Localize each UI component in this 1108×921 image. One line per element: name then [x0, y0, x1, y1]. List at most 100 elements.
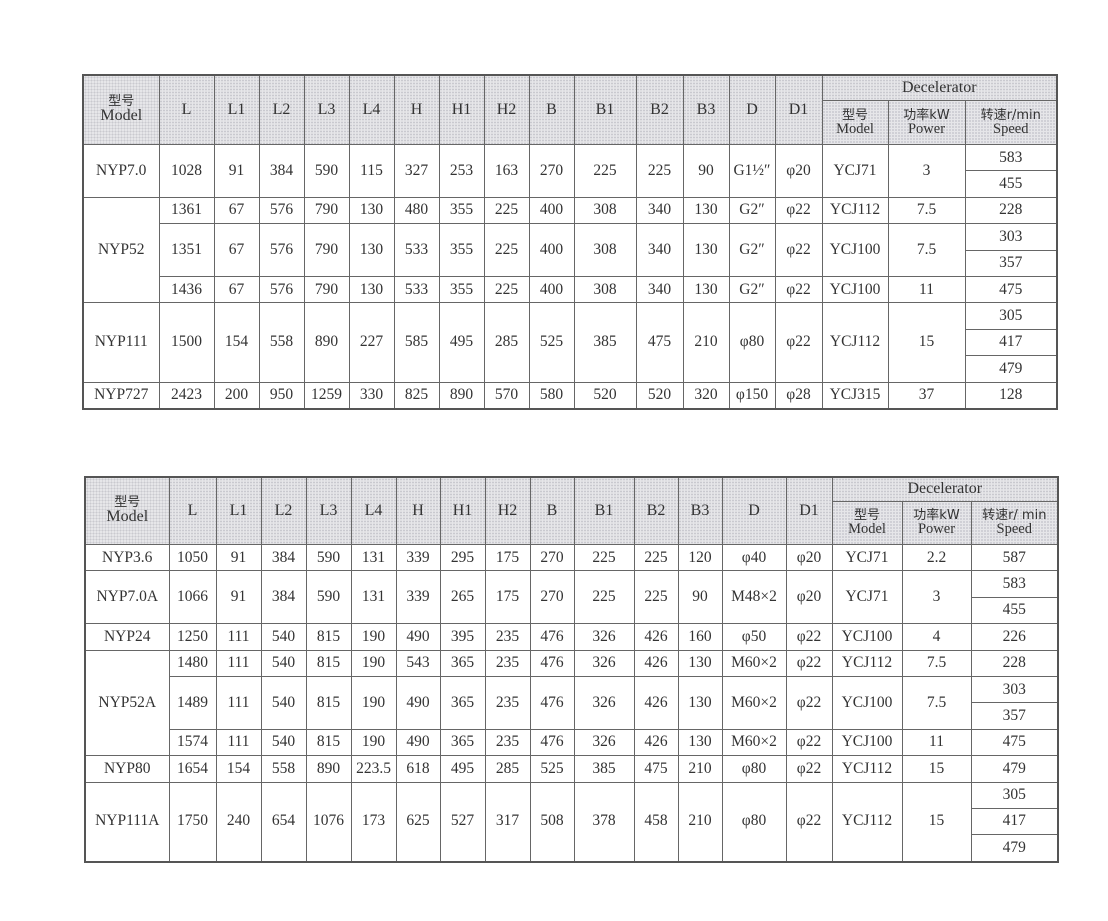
cell-h1: 295 [439, 543, 486, 572]
header-label-en: Power [907, 120, 946, 137]
cell-b3: 130 [677, 728, 723, 757]
cell-l4: 190 [350, 675, 397, 730]
cell-l1: 240 [215, 781, 262, 863]
cell-b: 508 [529, 781, 575, 863]
cell-l: 1500 [158, 302, 215, 383]
cell-b2: 340 [635, 223, 684, 277]
cell-dec-power: 7.5 [887, 196, 966, 225]
cell-b3: 130 [682, 275, 730, 304]
cell-dec-power: 3 [887, 144, 966, 198]
cell-d1: φ22 [785, 755, 833, 783]
cell-b1: 326 [573, 675, 635, 730]
header-label-en: Model [848, 521, 886, 538]
cell-h2: 175 [484, 570, 531, 625]
cell-b3: 210 [677, 781, 723, 863]
cell-dec-speed: 583 [970, 570, 1059, 598]
cell-l3: 590 [305, 570, 352, 625]
cell-l: 1750 [168, 781, 217, 863]
cell-h: 618 [395, 755, 441, 783]
header-col-h1: H1 [439, 476, 486, 545]
cell-h: 339 [395, 570, 441, 625]
cell-dec-power: 11 [901, 728, 972, 757]
header-col-d1: D1 [785, 476, 833, 545]
cell-h1: 265 [439, 570, 486, 625]
cell-dec-speed: 587 [970, 543, 1059, 572]
cell-l3: 1076 [305, 781, 352, 863]
header-col-l1: L1 [213, 74, 260, 145]
header-col-l: L [158, 74, 215, 145]
cell-b: 525 [529, 755, 575, 783]
cell-b1: 378 [573, 781, 635, 863]
cell-d: G1½″ [728, 144, 776, 198]
cell-l2: 950 [258, 381, 305, 410]
cell-h1: 495 [438, 302, 485, 383]
cell-l4: 131 [350, 543, 397, 572]
cell-dec-model: YCJ100 [831, 728, 903, 757]
cell-d1: φ20 [774, 144, 823, 198]
cell-d: φ80 [721, 755, 787, 783]
cell-dec-power: 11 [887, 275, 966, 304]
cell-dec-speed: 303 [970, 675, 1059, 704]
cell-l: 1050 [168, 543, 217, 572]
cell-l3: 590 [305, 543, 352, 572]
cell-b: 476 [529, 649, 575, 677]
cell-l2: 540 [260, 675, 307, 730]
cell-l: 1250 [168, 623, 217, 651]
header-col-b1: B1 [573, 476, 635, 545]
cell-b3: 130 [677, 675, 723, 730]
cell-l1: 200 [213, 381, 260, 410]
cell-h1: 365 [439, 649, 486, 677]
cell-h2: 235 [484, 649, 531, 677]
cell-h: 533 [393, 223, 440, 277]
cell-l2: 576 [258, 223, 305, 277]
cell-l: 1489 [168, 675, 217, 730]
cell-d1: φ20 [785, 570, 833, 625]
cell-h1: 365 [439, 728, 486, 757]
table-row: 1574 111 540 815 190 490 365 235 476 326 426 130 M60… [85, 728, 1059, 757]
table-row: 417 [85, 807, 1059, 836]
header-row: 型号 Model L L1 L2 L3 L4 H H1 H2 B B1 B2 B3 D D1 Decelerat… [82, 74, 1058, 145]
cell-l: 1436 [158, 275, 215, 304]
header-subrow: 型号 Model 功率kW Power 转速r/min Speed [83, 100, 1058, 145]
cell-h1: 355 [438, 223, 485, 277]
cell-l2: 558 [258, 302, 305, 383]
cell-b: 270 [529, 570, 575, 625]
cell-dec-speed: 357 [964, 249, 1058, 277]
cell-b: 476 [529, 675, 575, 730]
cell-dec-speed: 228 [964, 196, 1058, 225]
cell-b1: 308 [573, 196, 637, 225]
model-cell: NYP52 [82, 196, 160, 304]
table-row: NYP111A 1750 240 654 1076 173 625 527 317 508 378 4… [84, 781, 1059, 863]
model-cell: NYP3.6 [84, 543, 170, 572]
cell-l1: 111 [215, 649, 262, 677]
header-label-cn: 型号 [853, 508, 880, 524]
cell-b2: 225 [633, 570, 679, 625]
cell-l4: 190 [350, 728, 397, 757]
cell-dec-speed: 417 [964, 328, 1058, 357]
header-model: 型号 Model [82, 74, 160, 145]
cell-l2: 540 [260, 649, 307, 677]
cell-h: 327 [393, 144, 440, 198]
cell-d: M48×2 [721, 570, 787, 625]
cell-b1: 225 [573, 144, 637, 198]
cell-b: 580 [528, 381, 575, 410]
model-cell: NYP7.0 [82, 144, 160, 198]
cell-dec-power: 3 [901, 570, 972, 625]
cell-h: 339 [395, 543, 441, 572]
cell-dec-model: YCJ71 [821, 144, 889, 198]
cell-d: M60×2 [721, 675, 787, 730]
cell-h1: 253 [438, 144, 485, 198]
cell-h1: 355 [438, 275, 485, 304]
cell-h1: 355 [438, 196, 485, 225]
cell-b1: 326 [573, 728, 635, 757]
cell-l1: 154 [215, 755, 262, 783]
cell-h2: 570 [483, 381, 530, 410]
cell-b3: 130 [682, 223, 730, 277]
table-row: 479 [85, 834, 1059, 863]
header-col-l: L [168, 476, 217, 545]
cell-h: 490 [395, 623, 441, 651]
cell-l3: 815 [305, 623, 352, 651]
cell-l1: 91 [215, 543, 262, 572]
cell-d1: φ22 [785, 623, 833, 651]
cell-h1: 365 [439, 675, 486, 730]
